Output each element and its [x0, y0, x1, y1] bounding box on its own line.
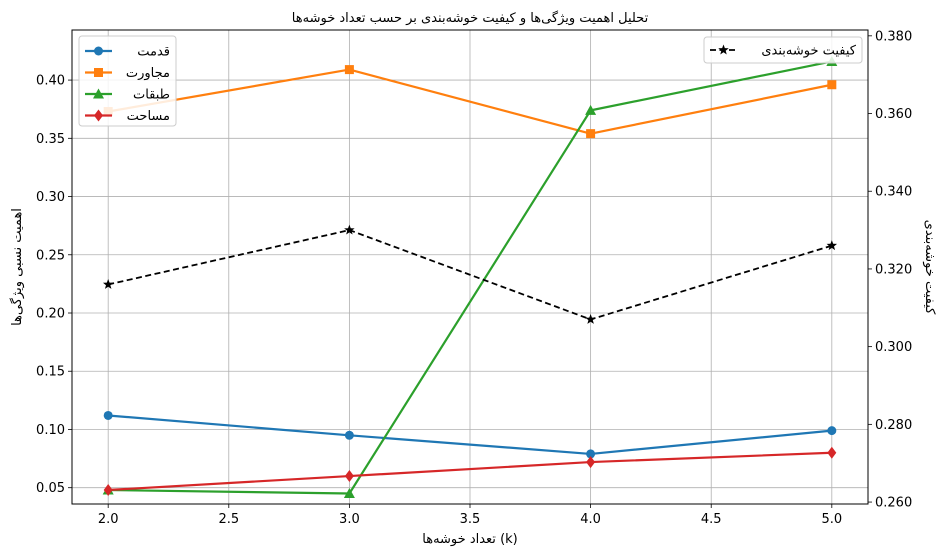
data-point [827, 446, 837, 459]
x-tick-label: 2.0 [98, 512, 119, 527]
data-point [586, 449, 596, 459]
data-point [827, 426, 837, 436]
legend-item: کیفیت خوشه‌بندی [710, 44, 857, 59]
legend-item: قدمت [85, 45, 170, 60]
data-point [827, 80, 837, 90]
series-line [108, 60, 833, 495]
x-tick-label: 3.0 [339, 512, 360, 527]
series-4 [103, 446, 837, 497]
y-tick-label: 0.30 [36, 190, 65, 205]
legend-label: قدمت [137, 45, 170, 60]
legend-label: مجاورت [126, 66, 170, 81]
y-tick-label: 0.35 [36, 132, 65, 147]
legend-marker [93, 88, 104, 99]
x-tick-label: 3.5 [460, 512, 481, 527]
legend-marker [718, 44, 729, 55]
x-tick-label: 2.5 [218, 512, 239, 527]
y-axis-label: اهمیت نسبی ویژگی‌ها [9, 208, 25, 326]
y2-tick-label: 0.380 [875, 29, 912, 44]
data-point [344, 470, 354, 483]
y-tick-label: 0.05 [36, 481, 65, 496]
series-line [107, 68, 833, 135]
legend-right: کیفیت خوشه‌بندی [703, 36, 863, 64]
data-point [344, 430, 354, 440]
axes: 2.0 2.5 3.0 3.5 4.0 4.5 5.0 0.05 0.10 0.15 0.20 0.2… [36, 29, 912, 527]
data-point [344, 224, 355, 235]
data-point [103, 410, 113, 420]
y2-axis-label: کیفیت خوشه‌بندی [922, 220, 936, 315]
y-tick-label: 0.40 [36, 74, 65, 89]
series-line [107, 229, 833, 321]
series-line [108, 414, 832, 456]
data-point [102, 278, 114, 289]
y2-tick-label: 0.340 [875, 185, 912, 200]
data-point [103, 484, 113, 497]
data-point [343, 488, 355, 499]
legend-box [703, 36, 863, 64]
series-1 [103, 410, 837, 459]
legend-label: کیفیت خوشه‌بندی [761, 44, 856, 59]
legend-marker [94, 46, 103, 56]
x-axis-label: تعداد خوشه‌ها (k) [422, 532, 518, 547]
series-line [108, 451, 832, 492]
legend-box [78, 35, 177, 127]
y-tick-label: 0.25 [36, 248, 65, 263]
legend-label: مساحت [127, 109, 170, 124]
data-point [585, 313, 596, 324]
legend-marker [94, 68, 103, 77]
legend-item: مجاورت [85, 66, 170, 81]
y2-tick-label: 0.320 [875, 262, 912, 277]
x-tick-label: 4.5 [701, 512, 722, 527]
data-point [344, 65, 354, 75]
legend-item: مساحت [85, 109, 170, 124]
series-5 [102, 224, 838, 324]
data-point [585, 104, 597, 115]
y2-tick-label: 0.260 [875, 496, 912, 511]
y-tick-label: 0.10 [36, 423, 65, 438]
x-tick-label: 4.0 [580, 512, 601, 527]
legend-marker [94, 109, 103, 122]
y2-tick-label: 0.280 [875, 418, 912, 433]
y-tick-label: 0.20 [36, 307, 65, 322]
series-layer [102, 55, 838, 499]
y2-tick-label: 0.360 [875, 107, 912, 122]
chart-title: تحلیل اهمیت ویژگی‌ها و کیفیت خوشه‌بندی ب… [292, 10, 649, 26]
y2-tick-label: 0.300 [875, 340, 912, 355]
data-point [586, 129, 596, 139]
data-point [826, 240, 838, 251]
legend-left: قدمت مجاورت طبقات مساحت [78, 35, 177, 127]
legend-label: طبقات [133, 88, 170, 103]
y-tick-label: 0.15 [36, 365, 65, 380]
legend-item: طبقات [85, 88, 170, 103]
x-tick-label: 5.0 [821, 512, 842, 527]
data-point [586, 456, 596, 469]
